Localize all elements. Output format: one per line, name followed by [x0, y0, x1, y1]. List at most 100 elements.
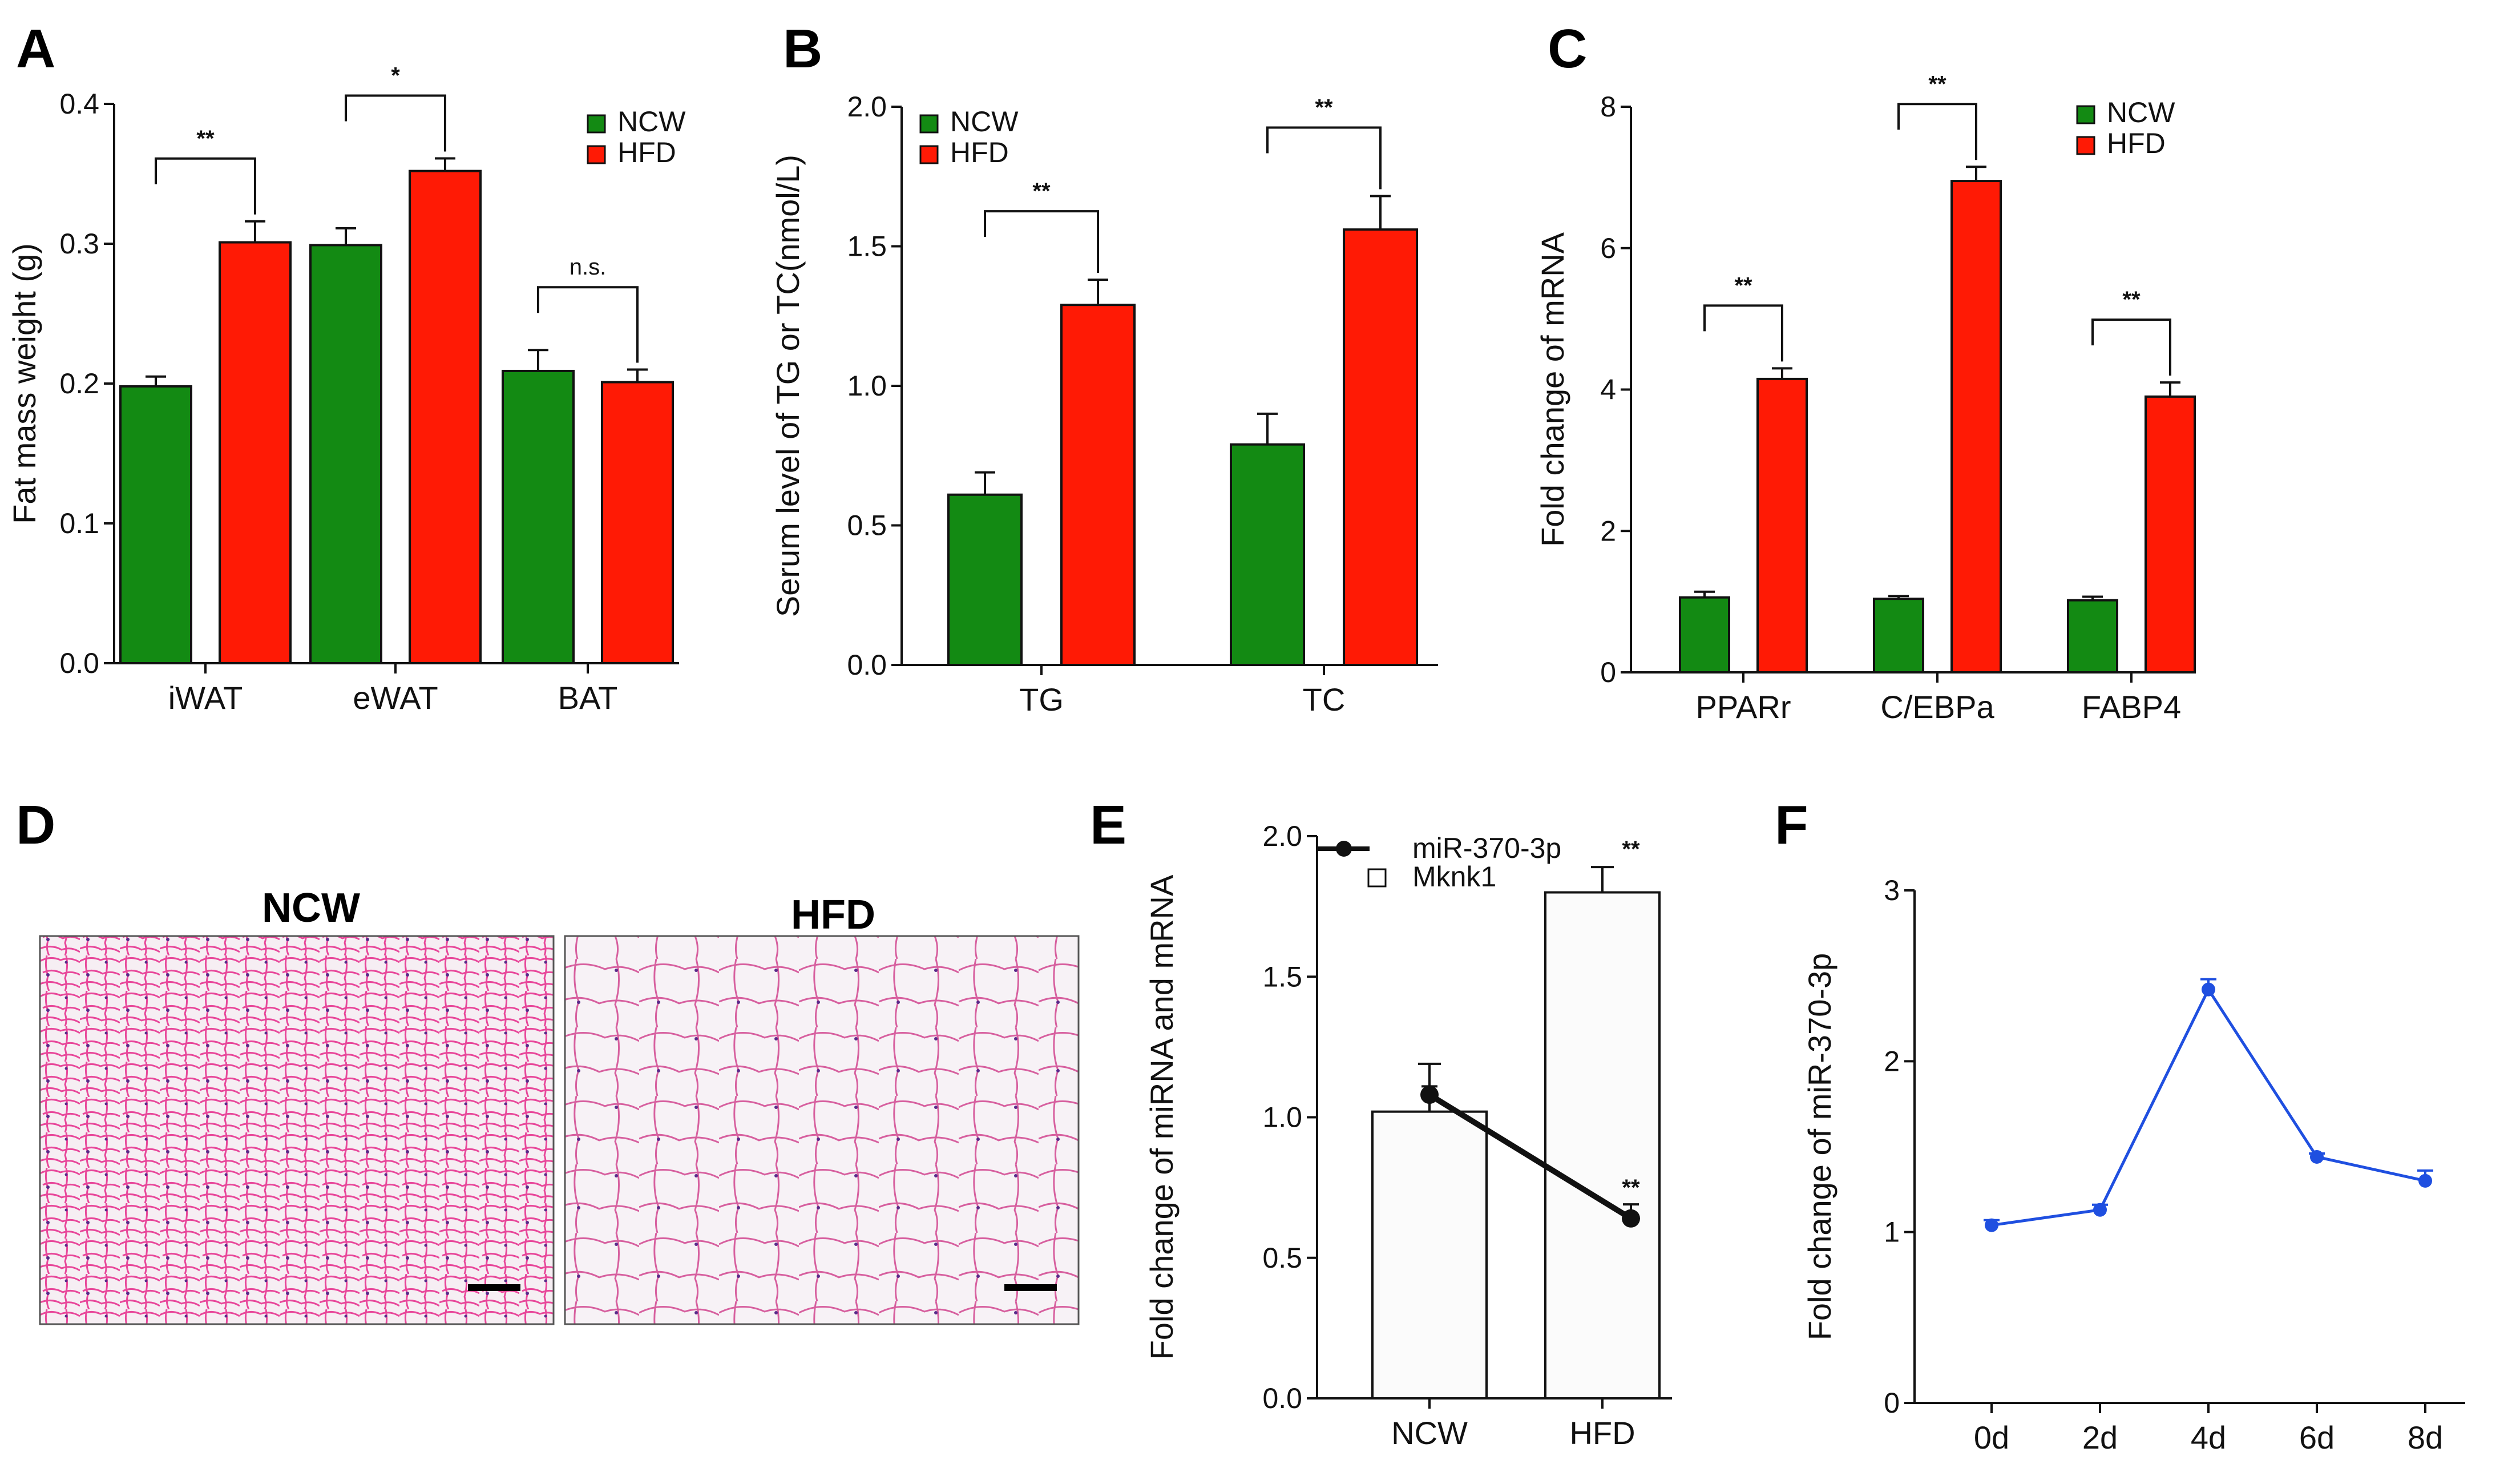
significance-bracket: [155, 157, 256, 215]
legend-swatch-ncw: [2076, 105, 2095, 124]
histology-image-ncw: [39, 935, 555, 1325]
histology-title-ncw: NCW: [262, 885, 360, 931]
y-axis-label: Fold change of mRNA: [1534, 232, 1570, 547]
panel-label-c: C: [1548, 18, 1587, 79]
line-mir370: [1428, 1092, 1633, 1221]
bar-annotation: **: [1622, 837, 1640, 862]
y-tick-label: 0.0: [847, 649, 887, 681]
y-tick-label: 2: [1884, 1045, 1900, 1077]
legend-label-ncw: NCW: [950, 106, 1019, 138]
panel-label-d: D: [16, 794, 55, 856]
y-tick-label: 0.4: [59, 88, 99, 120]
x-tick-label: TG: [1019, 681, 1064, 717]
x-tick-label: PPARr: [1696, 689, 1791, 725]
bar-hfd: [601, 381, 674, 664]
x-tick-label: BAT: [558, 680, 618, 716]
legend-label-mir370: miR-370-3p: [1412, 832, 1561, 864]
x-tick-label: 0d: [1974, 1419, 2009, 1455]
significance-label: *: [391, 63, 400, 88]
y-tick-label: 0: [1600, 656, 1616, 688]
bar-hfd: [1060, 304, 1136, 666]
significance-bracket: [345, 94, 446, 152]
y-axis-label: Fat mass weight (g): [6, 243, 42, 524]
histology-image-hfd: [564, 935, 1080, 1325]
bar-hfd: [1950, 180, 2002, 674]
histology-title-hfd: HFD: [791, 892, 875, 938]
line-point: [1985, 1218, 1998, 1232]
legend-label-ncw: NCW: [617, 106, 686, 138]
x-tick-label: HFD: [1569, 1415, 1635, 1451]
bar-ncw: [947, 493, 1023, 667]
y-tick-label: 0.0: [1262, 1382, 1302, 1414]
y-tick-label: 1.5: [1262, 961, 1302, 993]
legend-label-hfd: HFD: [950, 136, 1009, 168]
chart-a-plot: 0.0 0.1 0.2 0.3 0.4 iWAT eWAT BAT Fat mass weigh…: [6, 63, 686, 716]
legend-label-hfd: HFD: [617, 136, 676, 168]
line-point: [2418, 1173, 2432, 1188]
bar-hfd: [219, 241, 292, 664]
y-tick-label: 2.0: [847, 91, 887, 123]
bar-ncw: [502, 369, 575, 664]
panel-e: E 0.0 0.5 1.0 1.5 2.0 NCW HFD Fold change of mi…: [1090, 794, 1672, 1451]
bar-ncw: [119, 385, 192, 665]
legend-swatch-ncw: [919, 114, 939, 134]
line-mir370: [1991, 986, 2426, 1227]
line-point: [1420, 1086, 1439, 1104]
scale-bar-ncw: [468, 1284, 520, 1291]
bar-hfd: [409, 170, 482, 665]
bar-mknk1: [1544, 891, 1661, 1399]
scale-bar-hfd: [1004, 1284, 1057, 1291]
y-tick-label: 4: [1600, 374, 1616, 406]
significance-bracket: [1897, 103, 1977, 160]
bar-ncw: [1873, 598, 1924, 674]
bar-hfd: [1756, 377, 1808, 673]
panel-a: A 0.0 0.1 0.2 0.3 0.4 iWAT eWAT BAT Fat mass wei…: [6, 18, 686, 716]
line-annotation: **: [1622, 1175, 1640, 1200]
y-tick-label: 0.0: [59, 647, 99, 679]
y-axis-label: Serum level of TG or TC(nmol/L): [770, 155, 806, 617]
bar-hfd: [1343, 228, 1418, 667]
x-tick-label: 2d: [2082, 1419, 2118, 1455]
y-tick-label: 2.0: [1262, 820, 1302, 852]
panel-label-b: B: [783, 18, 822, 79]
legend-label-ncw: NCW: [2107, 96, 2175, 128]
legend-marker-mir370: [1336, 841, 1352, 857]
y-tick-label: 0.5: [1262, 1242, 1302, 1274]
legend-swatch-mknk1: [1367, 868, 1387, 888]
y-tick-label: 1.0: [1262, 1102, 1302, 1134]
chart-e-plot: 0.0 0.5 1.0 1.5 2.0 NCW HFD Fold change of miRN…: [1144, 820, 1672, 1451]
y-tick-label: 2: [1600, 515, 1616, 547]
significance-bracket: [537, 286, 639, 363]
y-tick-label: 0: [1884, 1387, 1900, 1419]
y-tick-label: 1: [1884, 1216, 1900, 1248]
chart-c-plot: 0 2 4 6 8 PPARr C/EBPa FABP4 Fold change of mRNA…: [1534, 71, 2196, 725]
bar-mknk1: [1371, 1110, 1488, 1400]
y-tick-label: 0.2: [59, 368, 99, 400]
x-tick-label: TC: [1303, 681, 1346, 717]
legend-swatch-hfd: [919, 145, 939, 164]
significance-bracket: [2091, 318, 2171, 376]
significance-bracket: [1266, 126, 1382, 189]
x-tick-label: NCW: [1391, 1415, 1468, 1451]
y-tick-label: 6: [1600, 232, 1616, 264]
bar-ncw: [2067, 599, 2118, 673]
line-point: [1622, 1209, 1640, 1228]
y-tick-label: 0.1: [59, 507, 99, 539]
x-tick-label: FABP4: [2082, 689, 2181, 725]
bar-ncw: [1230, 443, 1305, 666]
legend-swatch-hfd: [2076, 136, 2095, 155]
x-tick-label: iWAT: [168, 680, 243, 716]
y-tick-label: 3: [1884, 874, 1900, 906]
bar-ncw: [1679, 596, 1730, 673]
line-point: [2202, 982, 2215, 997]
legend-swatch-hfd: [587, 145, 606, 164]
y-tick-label: 8: [1600, 91, 1616, 123]
panel-b: B 0.0 0.5 1.0 1.5 2.0 TG TC Serum level of TG o…: [770, 18, 1438, 717]
panel-c: C 0 2 4 6 8 PPARr C/EBPa FABP4 Fold change of mR…: [1534, 18, 2196, 725]
y-tick-label: 0.5: [847, 510, 887, 542]
x-tick-label: C/EBPa: [1880, 689, 1994, 725]
panel-label-f: F: [1775, 794, 1808, 856]
significance-bracket: [1703, 304, 1783, 362]
chart-b-plot: 0.0 0.5 1.0 1.5 2.0 TG TC Serum level of TG or …: [770, 91, 1438, 717]
panel-d: D NCW HFD: [16, 794, 1080, 1325]
